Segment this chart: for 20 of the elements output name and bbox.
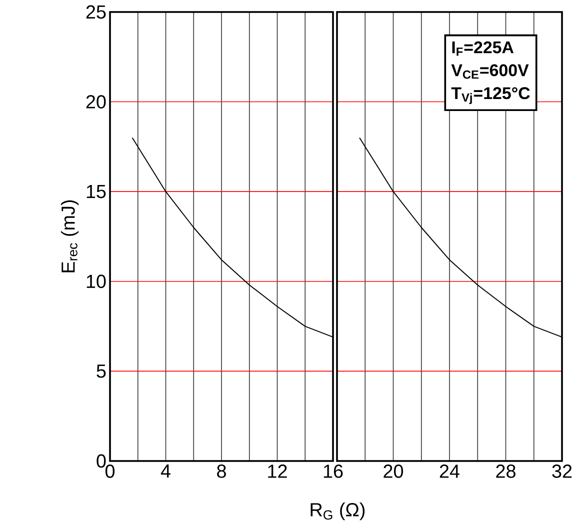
x-tick-label: 8	[217, 464, 226, 478]
x-tick-label: 4	[160, 464, 170, 478]
x-tick-label: 0	[105, 464, 115, 478]
x-tick-label: 28	[496, 464, 516, 478]
y-axis-title: E$_{rec}$ (mJ)	[60, 200, 79, 272]
annotation: I$_{F}$=225A	[452, 41, 514, 56]
x-tick-label: 12	[268, 464, 287, 478]
y-tick-label: 5	[96, 364, 106, 378]
x-tick-label: 20	[384, 464, 404, 478]
annotation: T$_{Vj}$=125°C	[451, 87, 530, 104]
x-tick-label: 24	[440, 464, 460, 478]
y-tick-label: 0	[96, 454, 106, 468]
annotation: V$_{CE}$=600V	[451, 64, 529, 79]
y-tick-label: 15	[86, 184, 106, 198]
x-tick-label: 16	[324, 464, 343, 478]
y-tick-label: 20	[86, 95, 106, 108]
y-tick-label: 25	[86, 5, 106, 19]
y-tick-label: 10	[86, 274, 106, 288]
x-tick-label: 32	[552, 464, 572, 478]
x-axis-title: R$_{G}$ (Ω)	[310, 502, 365, 520]
